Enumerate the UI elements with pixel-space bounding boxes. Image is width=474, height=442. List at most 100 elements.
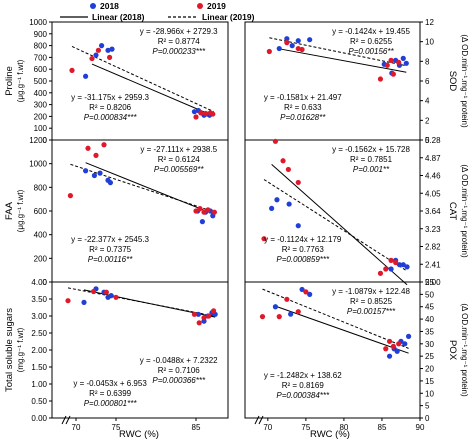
axis-break-mark <box>254 415 264 425</box>
y-tick-label: 3.23 <box>425 225 441 234</box>
equation-2018: y = -27.111x + 2938.5 <box>140 145 217 154</box>
data-point-2018 <box>295 38 301 44</box>
data-point-2019 <box>303 289 309 295</box>
y-tick-label: 20 <box>425 365 434 374</box>
equation-2019: y = -31.175x + 2959.3 <box>71 93 149 102</box>
x-axis-label-left: RWC (%) <box>119 429 159 440</box>
trendline-2018 <box>85 162 214 215</box>
y-tick-label: 4.87 <box>425 154 441 163</box>
data-point-2019 <box>388 257 394 263</box>
legend-linear-2018: Linear (2018) <box>92 12 145 22</box>
data-point-2019 <box>383 266 389 272</box>
data-point-2019 <box>67 193 73 199</box>
y-tick-label: 4.00 <box>31 278 47 287</box>
r-squared-2018: R² = 0.6124 <box>158 155 201 164</box>
panel-frame-faa <box>51 139 229 283</box>
data-point-2019 <box>285 166 291 173</box>
y-tick-label: 2.00 <box>31 346 47 355</box>
data-point-2018 <box>400 262 406 268</box>
panel-faa: 0 200 400 600 800 1000 1200 FAA (μg.g⁻¹ f.wt) y =… <box>4 136 229 287</box>
data-point-2019 <box>113 294 119 300</box>
data-point-2019 <box>85 145 91 151</box>
data-point-2019 <box>203 110 209 117</box>
y-tick-label: 45 <box>425 303 434 312</box>
data-point-2018 <box>97 170 103 176</box>
data-point-2018 <box>191 109 197 115</box>
data-point-2019 <box>107 54 113 61</box>
y-axis-unit: (Δ OD.min⁻¹.mg⁻¹ protein) <box>460 164 469 258</box>
y-tick-label: 0 <box>425 136 430 145</box>
y-tick-label: 55 <box>425 278 434 287</box>
p-value-2019: P=0.01628** <box>280 113 326 122</box>
y-tick-label: 10 <box>425 389 434 398</box>
data-point-2018 <box>83 73 89 79</box>
data-point-2018 <box>394 348 400 354</box>
data-point-2018 <box>295 223 301 229</box>
y-tick-label: 600 <box>34 207 48 216</box>
data-point-2019 <box>377 76 384 82</box>
y-tick-label: 25 <box>425 352 434 361</box>
data-point-2018 <box>396 262 403 268</box>
data-point-2018 <box>276 45 282 52</box>
y-axis-label: Proline <box>4 66 15 96</box>
y-tick-label: 500 <box>34 77 48 86</box>
y-tick-label: 6 <box>425 77 430 86</box>
y-tick-label: 50 <box>425 290 434 299</box>
p-value-2019: P=0.00116** <box>88 255 133 264</box>
p-value-2018: P=0.00156** <box>348 47 394 56</box>
y-tick-label: 1000 <box>29 18 47 27</box>
data-point-2019 <box>93 152 99 158</box>
data-point-2019 <box>284 40 290 46</box>
data-point-2019 <box>272 138 279 144</box>
data-point-2018 <box>272 304 279 310</box>
data-point-2019 <box>201 209 207 215</box>
equation-2019: y = -0.1581x + 21.497 <box>264 93 342 102</box>
y-tick-label: 12 <box>425 18 434 27</box>
data-point-2019 <box>261 236 267 242</box>
p-value-2019: P=0.000384*** <box>276 391 330 400</box>
data-point-2019 <box>101 142 107 148</box>
equation-2018: y = -0.1562x + 15.728 <box>332 145 410 154</box>
y-tick-label: 40 <box>425 315 434 324</box>
data-point-2018 <box>403 60 409 66</box>
panel-frame-sugars <box>51 281 229 419</box>
y-axis-unit: (Δ OD.min⁻¹.mg⁻¹ protein) <box>460 34 469 128</box>
data-point-2018 <box>307 291 313 297</box>
y-tick-label: 3.50 <box>31 295 47 304</box>
data-point-2018 <box>81 299 87 305</box>
p-value-2019: P=0.000834*** <box>84 113 138 122</box>
y-axis-unit: (μg.g⁻¹ f.wt) <box>16 189 25 232</box>
legend-marker-2019 <box>197 3 203 9</box>
data-point-2018 <box>284 36 290 42</box>
data-point-2019 <box>206 313 212 319</box>
y-axis-label: FAA <box>4 201 15 220</box>
p-value-2018: P=0.00157*** <box>347 307 396 316</box>
x-tick-label: 70 <box>72 423 81 432</box>
data-point-2019 <box>295 179 301 186</box>
y-tick-label: 200 <box>34 254 48 263</box>
y-tick-label: 10 <box>425 38 434 47</box>
x-tick-label: 85 <box>192 423 201 432</box>
y-tick-label: 4.05 <box>425 189 441 198</box>
y-tick-label: 2.41 <box>425 260 441 269</box>
y-tick-label: 800 <box>34 183 48 192</box>
x-tick-label: 80 <box>339 423 348 432</box>
equation-2019: y = -22.377x + 2545.3 <box>71 235 149 244</box>
panel-pox: 0 5 10 15 20 25 30 35 40 45 50 55 POX (Δ OD.min⁻¹.mg⁻… <box>244 278 469 432</box>
data-point-2018 <box>99 43 105 49</box>
y-axis-unit: (Δ OD.min⁻¹.mg⁻¹ protein) <box>460 303 469 397</box>
equation-2018: y = -0.1424x + 19.455 <box>332 27 410 36</box>
panel-sugars: 0.00 0.50 1.00 1.50 2.00 2.50 3.00 3.50 4.00 Tota… <box>4 278 229 432</box>
data-point-2018 <box>386 353 393 359</box>
data-point-2019 <box>284 296 290 302</box>
y-tick-label: 600 <box>34 65 48 74</box>
y-tick-label: 3.64 <box>425 207 441 216</box>
equation-2018: y = -0.0488x + 7.2322 <box>140 356 218 365</box>
equation-2018: y = -28.966x + 2729.3 <box>140 27 218 36</box>
x-tick-label: 75 <box>301 423 310 432</box>
data-point-2018 <box>400 55 406 61</box>
y-tick-label: 300 <box>34 101 48 110</box>
x-axis-label-right: RWC (%) <box>310 429 350 440</box>
trendline-2018 <box>271 164 408 286</box>
